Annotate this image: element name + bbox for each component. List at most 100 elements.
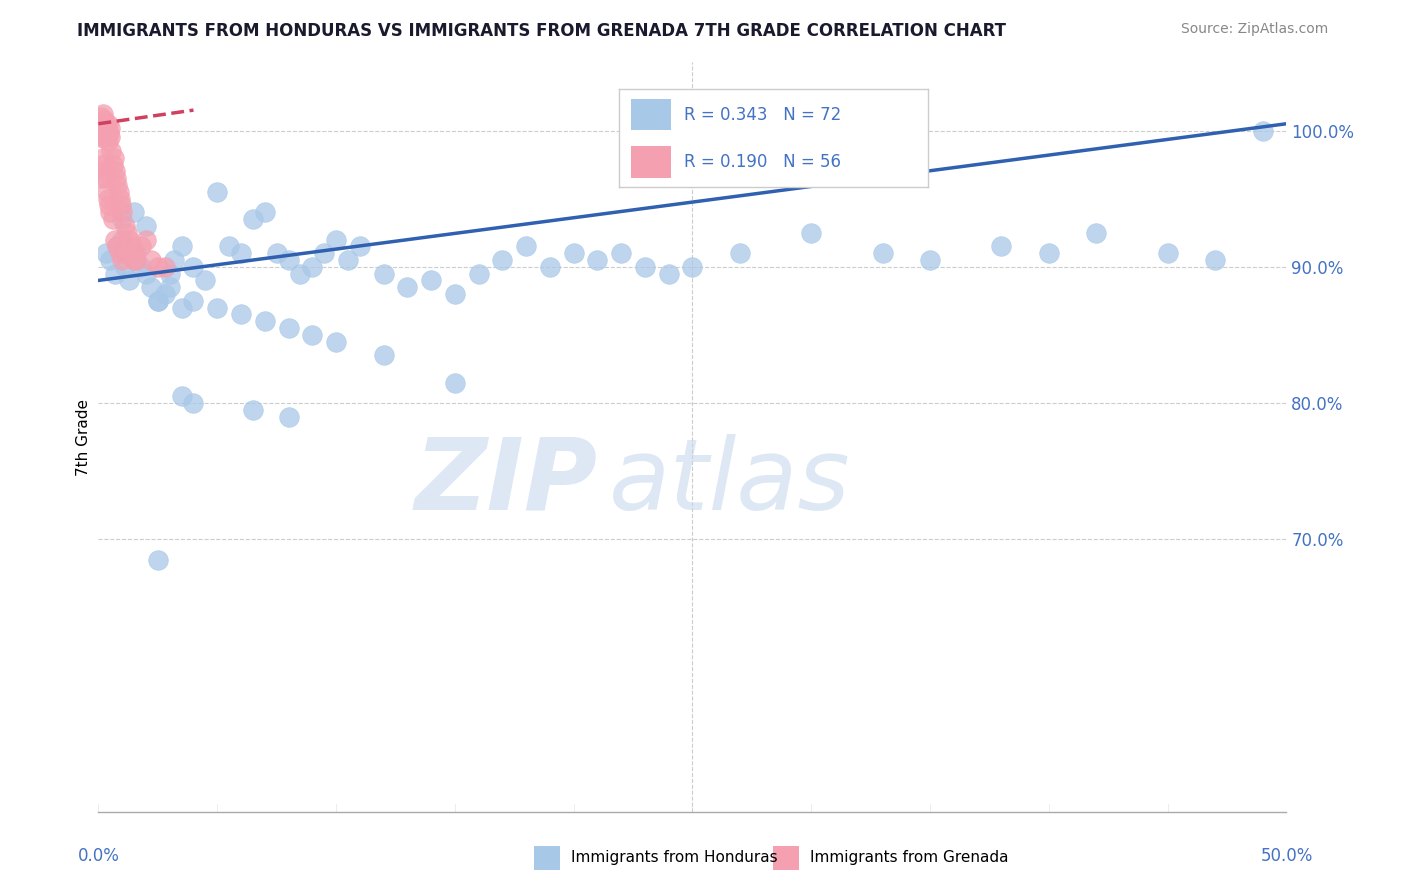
Point (159, 280, 181, 294)
Point (90, 123, 112, 137)
Point (266, 246, 288, 260)
Point (146, 552, 169, 566)
Point (122, 252, 145, 267)
Point (97, 135, 120, 149)
Point (562, 246, 585, 260)
Point (121, 239, 143, 253)
Point (139, 280, 162, 294)
Point (444, 287, 467, 301)
Point (108, 246, 131, 260)
Point (100, 144, 122, 158)
Point (104, 164, 127, 178)
Point (205, 185, 228, 199)
Point (91, 151, 114, 165)
Point (467, 267, 489, 281)
Point (325, 233, 347, 247)
Point (91, 158, 114, 172)
Point (586, 252, 609, 267)
Point (105, 171, 128, 186)
Point (253, 314, 276, 328)
Point (115, 246, 138, 260)
Point (242, 402, 264, 417)
Point (98, 120, 121, 135)
Point (163, 252, 186, 267)
Point (122, 205, 145, 219)
Point (97, 192, 120, 206)
Point (114, 260, 136, 274)
Point (94, 120, 117, 135)
Point (122, 246, 145, 260)
Point (444, 376, 467, 390)
Point (491, 252, 513, 267)
Point (800, 226, 823, 240)
Point (107, 239, 129, 253)
Point (107, 178, 129, 192)
Text: ZIP: ZIP (415, 434, 598, 531)
Point (89, 117, 111, 131)
Point (146, 260, 169, 274)
Point (104, 233, 127, 247)
Point (125, 252, 148, 267)
Point (98, 130, 121, 145)
Point (111, 212, 134, 227)
Point (396, 280, 419, 294)
Point (872, 246, 894, 260)
Point (90, 110, 112, 124)
Point (101, 158, 124, 172)
Text: atlas: atlas (609, 434, 851, 531)
Point (91, 107, 114, 121)
Point (98, 205, 121, 219)
Point (129, 239, 152, 253)
Point (183, 396, 205, 410)
Point (94, 126, 117, 140)
Point (681, 260, 703, 274)
Y-axis label: 7th Grade: 7th Grade (76, 399, 91, 475)
Point (290, 267, 312, 281)
Point (91, 117, 114, 131)
Point (153, 287, 176, 301)
Point (634, 260, 657, 274)
Point (135, 233, 157, 247)
Point (96, 123, 118, 137)
Point (96, 185, 118, 199)
Point (183, 260, 205, 274)
Point (301, 327, 323, 342)
Point (111, 205, 134, 219)
Point (107, 239, 129, 253)
Point (538, 260, 561, 274)
Point (129, 260, 152, 274)
Point (98, 252, 121, 267)
Point (610, 246, 633, 260)
Point (420, 273, 443, 287)
Point (1156, 246, 1178, 260)
Point (242, 212, 264, 227)
Point (111, 252, 134, 267)
Point (139, 252, 162, 267)
Point (118, 233, 141, 247)
Point (194, 273, 217, 287)
Point (93, 112, 115, 127)
Point (1085, 226, 1108, 240)
Text: 0.0%: 0.0% (77, 847, 120, 865)
Point (115, 226, 138, 240)
Point (515, 239, 537, 253)
Point (349, 239, 371, 253)
FancyBboxPatch shape (631, 99, 671, 130)
Point (108, 192, 131, 206)
Point (205, 301, 228, 315)
Point (114, 219, 136, 233)
Point (218, 239, 240, 253)
Point (920, 252, 942, 267)
Point (98, 126, 121, 140)
Point (91, 126, 114, 140)
Text: R = 0.343   N = 72: R = 0.343 N = 72 (683, 106, 841, 124)
Point (153, 260, 176, 274)
Text: Immigrants from Honduras: Immigrants from Honduras (571, 850, 778, 865)
Text: R = 0.190   N = 56: R = 0.190 N = 56 (683, 153, 841, 170)
Point (1204, 252, 1226, 267)
Point (107, 185, 129, 199)
Point (183, 293, 205, 308)
Point (277, 252, 299, 267)
Point (115, 246, 138, 260)
Point (146, 293, 169, 308)
